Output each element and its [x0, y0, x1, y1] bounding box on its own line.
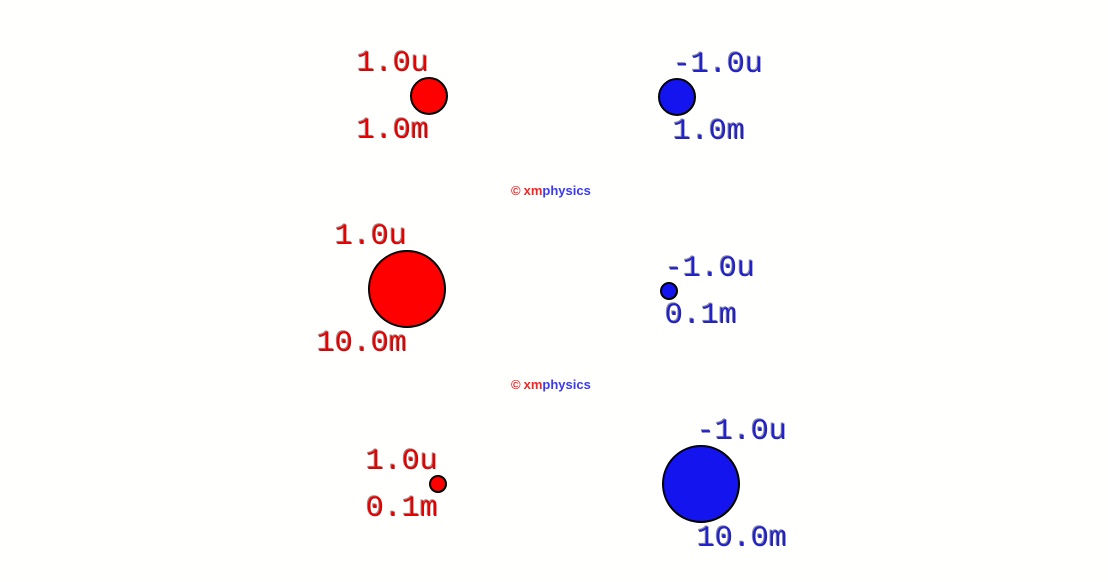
logo-symbol-icon: ©: [511, 377, 521, 392]
mass-label: 1.0m: [673, 115, 746, 149]
positive-ball-icon[interactable]: [429, 475, 447, 493]
logo-physics-text: physics: [542, 377, 591, 392]
charge-label: 1.0u: [334, 220, 407, 254]
logo-symbol-icon: ©: [511, 183, 521, 198]
xmphysics-logo: © xmphysics: [511, 183, 591, 198]
mass-label: 0.1m: [365, 492, 438, 526]
charge-label: -1.0u: [673, 48, 764, 82]
mass-label: 0.1m: [665, 299, 738, 333]
charge-label: 1.0u: [365, 445, 438, 479]
negative-ball-icon[interactable]: [662, 445, 740, 523]
charge-label: -1.0u: [697, 415, 788, 449]
logo-xm-text: xm: [523, 183, 543, 198]
mass-label: 10.0m: [697, 522, 788, 556]
charge-label: 1.0u: [356, 47, 429, 81]
logo-xm-text: xm: [523, 377, 543, 392]
positive-ball-icon[interactable]: [368, 250, 446, 328]
mass-label: 1.0m: [356, 114, 429, 148]
charge-label: -1.0u: [665, 252, 756, 286]
negative-ball-icon[interactable]: [660, 282, 678, 300]
mass-label: 10.0m: [316, 327, 407, 361]
positive-ball-icon[interactable]: [410, 77, 448, 115]
logo-physics-text: physics: [542, 183, 591, 198]
xmphysics-logo: © xmphysics: [511, 377, 591, 392]
negative-ball-icon[interactable]: [658, 78, 696, 116]
